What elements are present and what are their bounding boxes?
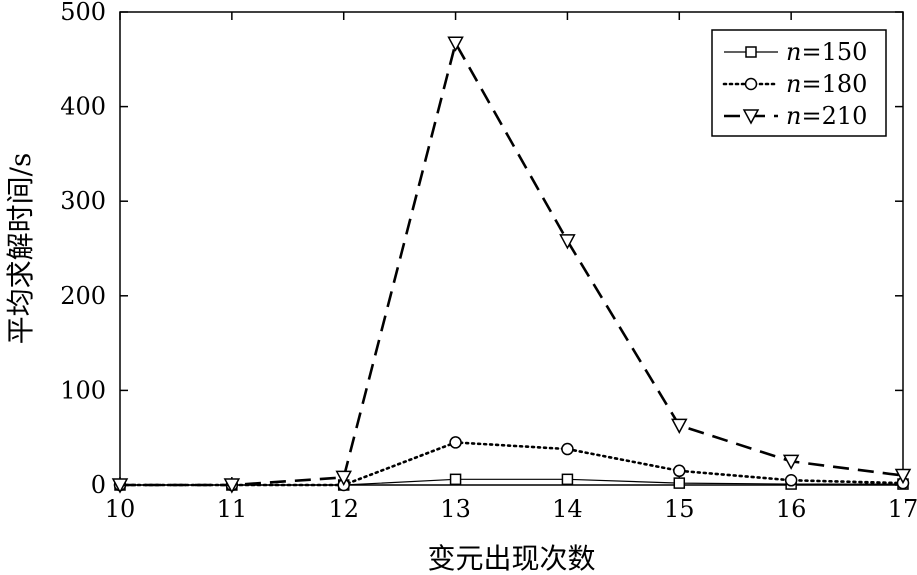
legend-label-value: =180 — [801, 70, 867, 98]
legend-item: n=150 — [724, 38, 867, 66]
data-point — [449, 473, 462, 486]
data-point — [223, 478, 241, 494]
y-tick-label: 400 — [60, 93, 106, 121]
x-axis: 10 11 12 13 14 15 16 17 — [105, 12, 917, 523]
legend-label: n=150 — [786, 38, 867, 66]
plot-frame — [119, 11, 904, 486]
legend-marker — [742, 109, 760, 125]
series-line — [120, 39, 904, 487]
legend-label: n=180 — [786, 70, 867, 98]
data-point — [894, 468, 912, 485]
y-tick-label: 300 — [60, 187, 106, 215]
x-axis-title: 变元出现次数 — [427, 542, 595, 575]
data-point — [784, 474, 798, 487]
legend-marker — [744, 77, 758, 91]
series-line — [118, 441, 905, 487]
legend-marker — [745, 46, 757, 58]
data-point — [559, 234, 576, 250]
x-tick-label: 13 — [440, 495, 471, 523]
x-tick-label: 17 — [888, 495, 917, 523]
x-tick-label: 11 — [217, 495, 248, 523]
series-layer — [111, 36, 912, 494]
series-210 — [111, 36, 912, 494]
x-tick-label: 14 — [552, 495, 583, 523]
x-tick-label: 16 — [776, 495, 807, 523]
y-axis-title: 平均求解时间/s — [4, 153, 37, 345]
x-tick-label: 12 — [328, 495, 359, 523]
x-tick-label: 10 — [105, 495, 136, 523]
data-point — [449, 436, 462, 449]
y-tick-label: 100 — [60, 376, 106, 404]
data-point — [673, 477, 686, 489]
data-point — [782, 454, 800, 470]
y-axis: 0 100 200 300 400 500 — [60, 0, 903, 499]
y-tick-label: 200 — [60, 282, 106, 310]
data-point — [561, 442, 574, 456]
legend-label-var: n — [786, 102, 801, 130]
legend-label-var: n — [786, 38, 801, 66]
data-point — [447, 36, 464, 52]
legend-label-var: n — [786, 70, 801, 98]
data-point — [673, 464, 686, 478]
legend-item: n=180 — [722, 70, 867, 98]
y-tick-label: 500 — [60, 0, 106, 26]
legend-item: n=210 — [724, 102, 867, 130]
legend-label-value: =210 — [801, 102, 867, 130]
data-point — [671, 418, 688, 434]
x-tick-label: 15 — [664, 495, 695, 523]
legend-box — [711, 29, 887, 137]
legend-label-value: =150 — [801, 38, 867, 66]
data-point — [111, 478, 129, 494]
data-point — [561, 473, 574, 486]
plot-area — [119, 11, 904, 486]
legend-label: n=210 — [786, 102, 867, 130]
y-tick-label: 0 — [91, 471, 106, 499]
data-point — [335, 470, 352, 487]
